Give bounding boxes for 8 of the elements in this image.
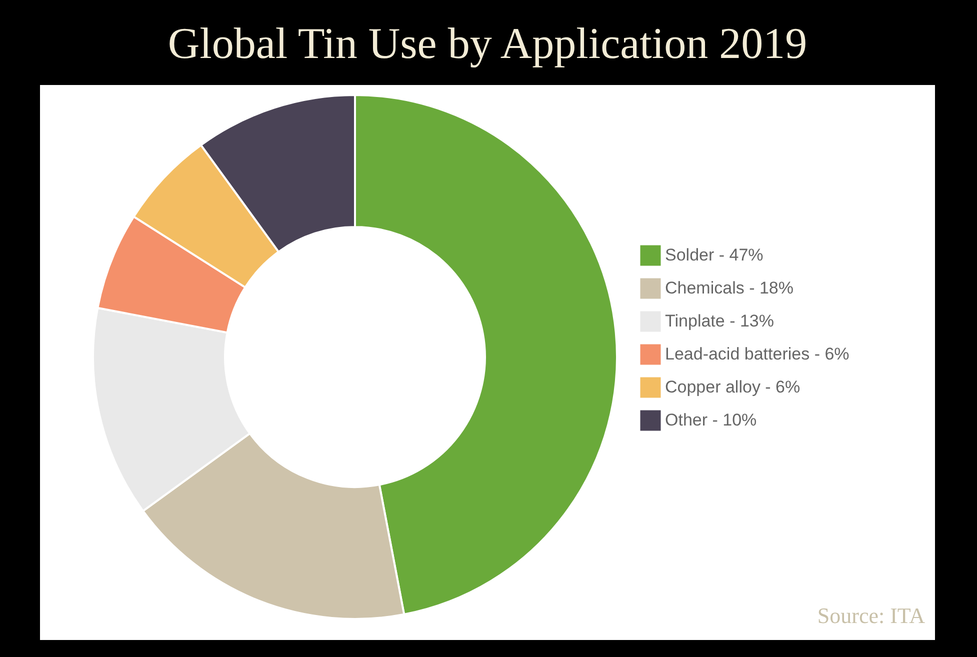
- legend-label: Chemicals - 18%: [665, 278, 794, 298]
- legend-label: Other - 10%: [665, 410, 757, 430]
- legend-label: Lead-acid batteries - 6%: [665, 344, 850, 364]
- chart-title: Global Tin Use by Application 2019: [168, 19, 808, 68]
- legend-label: Solder - 47%: [665, 246, 764, 264]
- legend-label: Tinplate - 13%: [665, 312, 774, 330]
- source-note: Source: ITA: [817, 603, 926, 628]
- legend-label: Copper alloy - 6%: [665, 378, 800, 396]
